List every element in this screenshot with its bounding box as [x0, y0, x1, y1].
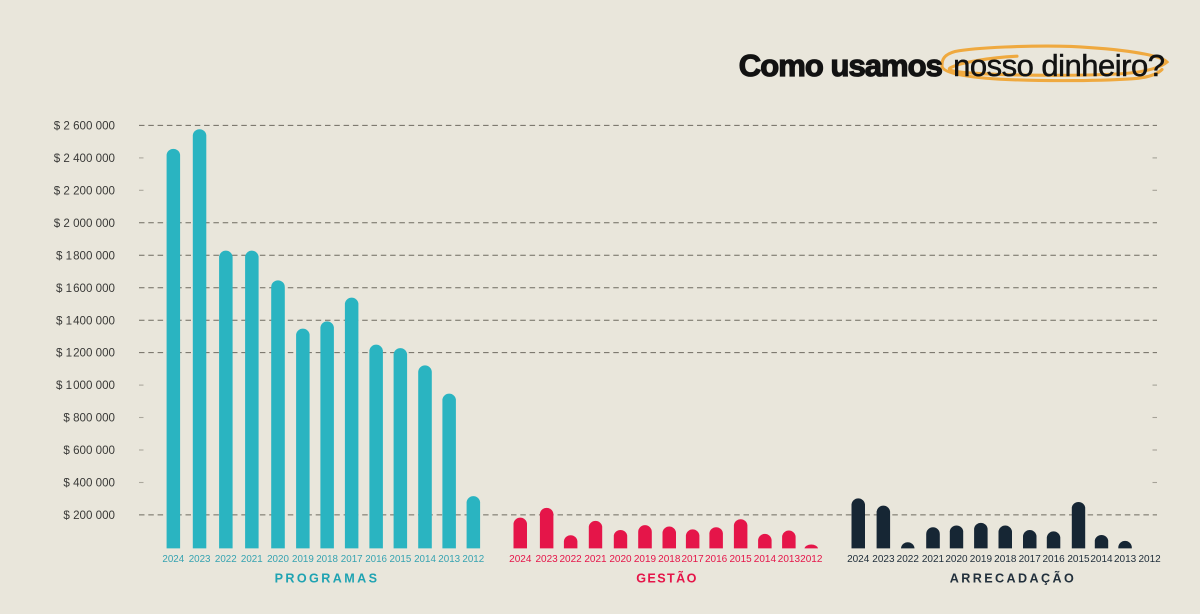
svg-text:2018: 2018	[658, 554, 681, 565]
svg-text:2014: 2014	[414, 554, 436, 565]
svg-text:2021: 2021	[584, 554, 607, 565]
svg-text:2020: 2020	[945, 554, 968, 565]
svg-text:Como usamos: Como usamos	[739, 48, 942, 83]
svg-text:2020: 2020	[609, 554, 632, 565]
svg-text:$ 200 000: $ 200 000	[63, 509, 115, 522]
svg-text:2013: 2013	[1114, 554, 1137, 565]
svg-text:2018: 2018	[316, 554, 338, 565]
svg-text:2016: 2016	[1042, 554, 1065, 565]
svg-text:nosso dinheiro?: nosso dinheiro?	[953, 48, 1165, 83]
svg-text:$ 1 000 000: $ 1 000 000	[56, 379, 115, 392]
svg-text:2017: 2017	[1019, 554, 1042, 565]
svg-text:2020: 2020	[267, 554, 289, 565]
svg-text:2013: 2013	[438, 554, 460, 565]
svg-text:2022: 2022	[559, 554, 582, 565]
svg-text:2017: 2017	[681, 554, 704, 565]
svg-text:2019: 2019	[634, 554, 657, 565]
svg-text:$ 1 400 000: $ 1 400 000	[56, 314, 115, 327]
svg-text:2016: 2016	[365, 554, 387, 565]
svg-text:2021: 2021	[922, 554, 945, 565]
svg-text:2015: 2015	[1067, 554, 1090, 565]
svg-text:2012: 2012	[462, 554, 484, 565]
svg-text:2024: 2024	[162, 554, 184, 565]
svg-text:$ 600 000: $ 600 000	[63, 444, 115, 457]
svg-text:$ 2 600 000: $ 2 600 000	[54, 120, 115, 133]
svg-text:2023: 2023	[872, 554, 895, 565]
svg-text:2024: 2024	[847, 554, 870, 565]
svg-text:2018: 2018	[994, 554, 1017, 565]
svg-text:2012: 2012	[800, 554, 823, 565]
svg-text:2016: 2016	[705, 554, 728, 565]
svg-text:2023: 2023	[535, 554, 558, 565]
svg-text:$ 400 000: $ 400 000	[63, 477, 115, 490]
svg-text:2019: 2019	[292, 554, 314, 565]
svg-text:2014: 2014	[1090, 554, 1113, 565]
svg-text:2013: 2013	[778, 554, 801, 565]
svg-text:PROGRAMAS: PROGRAMAS	[275, 571, 380, 585]
svg-text:2017: 2017	[341, 554, 363, 565]
svg-text:$ 2 200 000: $ 2 200 000	[54, 184, 115, 197]
svg-text:$ 1 800 000: $ 1 800 000	[56, 249, 115, 262]
svg-text:$ 1 200 000: $ 1 200 000	[56, 347, 115, 360]
svg-text:2024: 2024	[509, 554, 532, 565]
svg-text:2022: 2022	[897, 554, 920, 565]
svg-text:2023: 2023	[189, 554, 211, 565]
svg-text:2015: 2015	[390, 554, 412, 565]
svg-text:2014: 2014	[754, 554, 777, 565]
svg-text:$ 2 000 000: $ 2 000 000	[54, 217, 115, 230]
svg-text:2021: 2021	[241, 554, 263, 565]
svg-text:$ 800 000: $ 800 000	[63, 412, 115, 425]
svg-text:GESTÃO: GESTÃO	[636, 570, 698, 585]
svg-text:2012: 2012	[1138, 554, 1161, 565]
svg-text:ARRECADAÇÃO: ARRECADAÇÃO	[950, 570, 1076, 585]
svg-text:2022: 2022	[215, 554, 237, 565]
svg-text:2015: 2015	[729, 554, 752, 565]
svg-text:$ 2 400 000: $ 2 400 000	[54, 152, 115, 165]
svg-text:2019: 2019	[970, 554, 993, 565]
svg-text:$ 1 600 000: $ 1 600 000	[56, 282, 115, 295]
